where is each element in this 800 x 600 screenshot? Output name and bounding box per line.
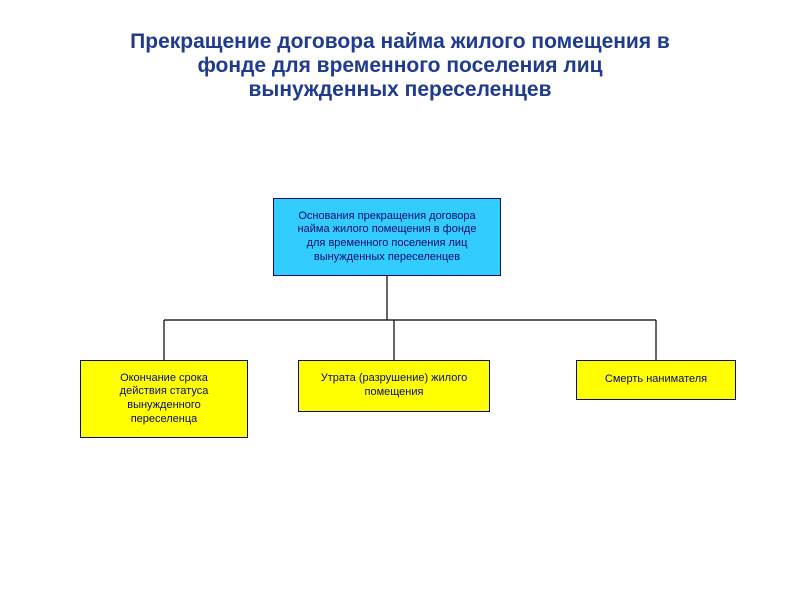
slide: Прекращение договора найма жилого помеще… (0, 0, 800, 600)
slide-title: Прекращение договора найма жилого помеще… (40, 30, 760, 102)
node-child-1: Окончание срока действия статуса вынужде… (80, 360, 248, 438)
node-root: Основания прекращения договора найма жил… (273, 198, 501, 276)
node-child-3: Смерть нанимателя (576, 360, 736, 400)
node-child-2: Утрата (разрушение) жилого помещения (298, 360, 490, 412)
